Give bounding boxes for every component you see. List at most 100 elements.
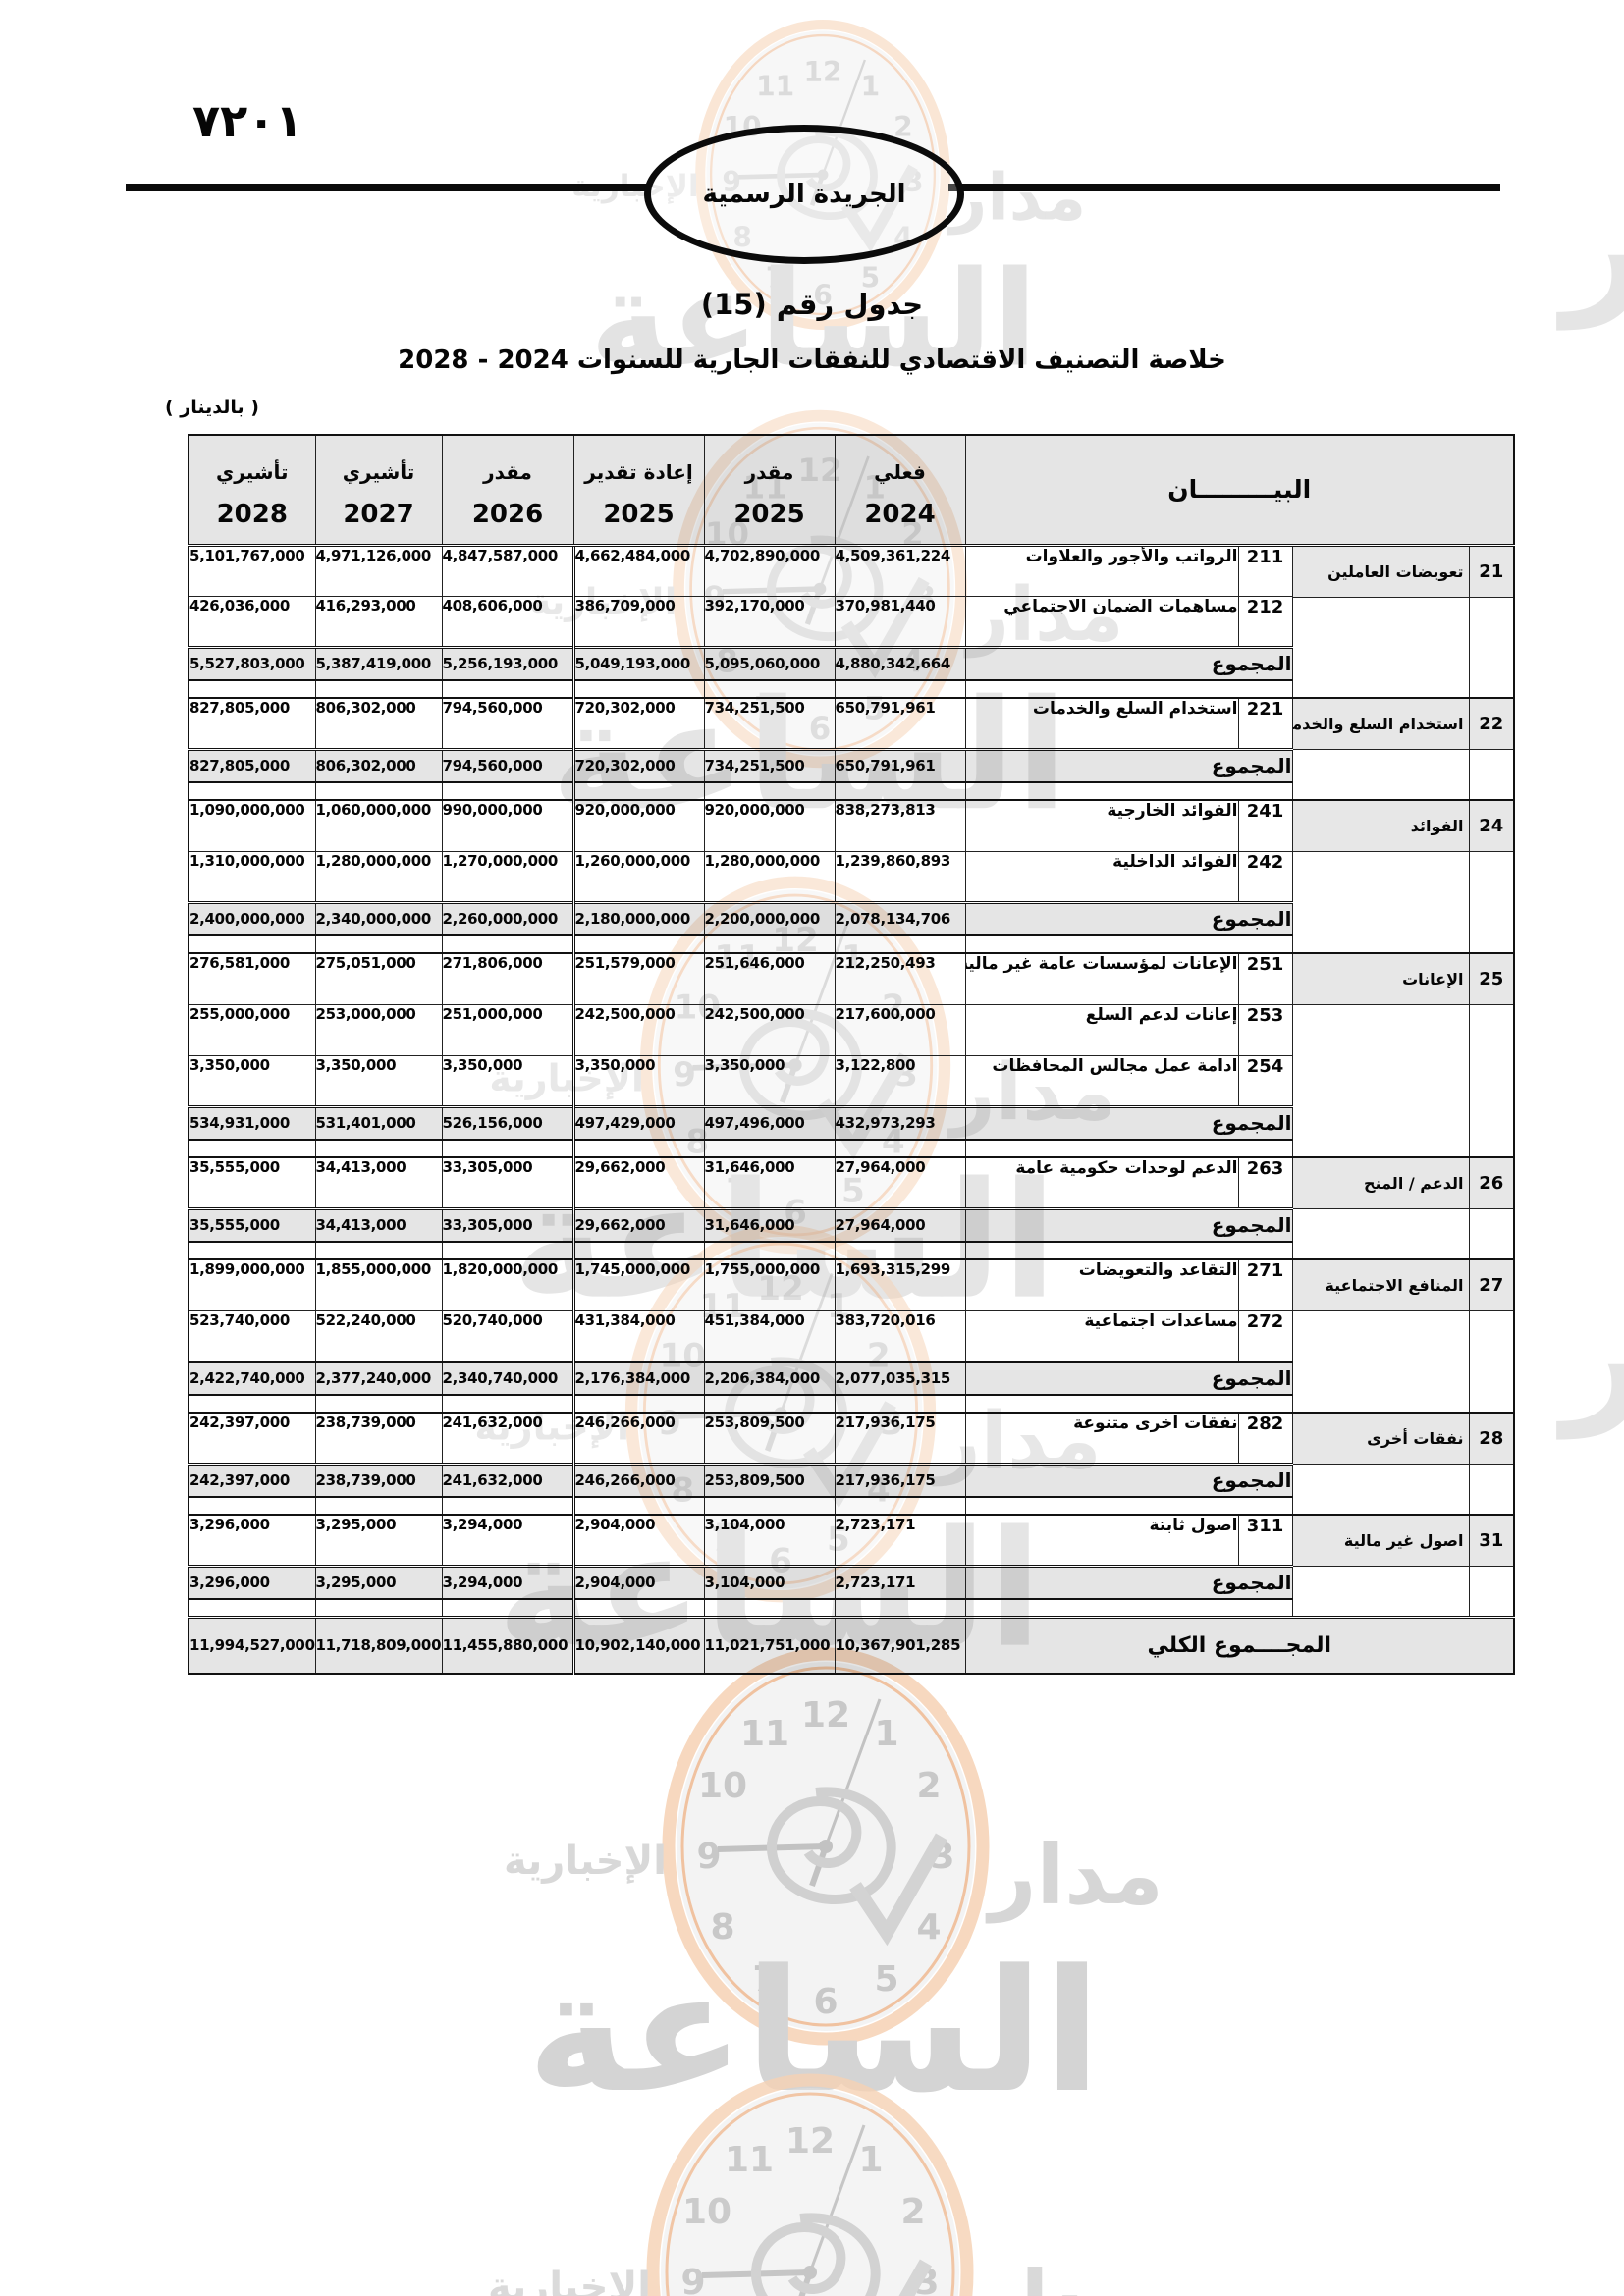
- spacer-cell: [572, 1241, 705, 1260]
- value-cell: 392,170,000: [703, 595, 836, 648]
- spacer-cell: [964, 1241, 1293, 1260]
- value-cell: 523,740,000: [188, 1309, 316, 1362]
- value-cell: 806,302,000: [314, 697, 443, 750]
- item-name-cell: اصول ثابتة: [964, 1514, 1239, 1567]
- spacer-cell: [572, 1496, 705, 1516]
- category-code: 27: [1470, 1261, 1513, 1311]
- spacer-cell: [314, 1598, 443, 1618]
- section-total-label: المجموع: [964, 1206, 1293, 1243]
- total-value-cell: 246,266,000: [572, 1462, 705, 1498]
- total-value-cell: 29,662,000: [572, 1206, 705, 1243]
- value-cell: 1,745,000,000: [572, 1258, 705, 1311]
- item-name-cell: ادامة عمل مجالس المحافظات: [964, 1054, 1239, 1107]
- item-name-cell: نفقات اخرى متنوعة: [964, 1412, 1239, 1465]
- spacer-cell: [834, 1139, 966, 1158]
- spacer-cell: [441, 1394, 575, 1414]
- spacer-cell: [441, 1496, 575, 1516]
- item-code-cell: 242: [1237, 850, 1293, 903]
- value-cell: 1,280,000,000: [703, 850, 836, 903]
- spacer-cell: [188, 679, 316, 699]
- total-value-cell: 31,646,000: [703, 1206, 836, 1243]
- total-value-cell: 827,805,000: [188, 747, 316, 783]
- spacer-cell: [572, 679, 705, 699]
- spacer-cell: [834, 934, 966, 954]
- value-cell: 426,036,000: [188, 595, 316, 648]
- total-value-cell: 794,560,000: [441, 747, 575, 783]
- column-header-estimated-2025: مقدر 2025: [703, 434, 836, 547]
- category-code-cell: 26: [1468, 1156, 1515, 1260]
- spacer-cell: [572, 1394, 705, 1414]
- spacer-cell: [314, 1496, 443, 1516]
- grand-total-value-cell: 11,718,809,000: [314, 1615, 443, 1675]
- spacer-cell: [314, 679, 443, 699]
- value-cell: 246,266,000: [572, 1412, 705, 1465]
- item-code-cell: 254: [1237, 1054, 1293, 1107]
- value-cell: 4,702,890,000: [703, 544, 836, 597]
- spacer-cell: [188, 934, 316, 954]
- spacer-cell: [964, 1139, 1293, 1158]
- gazette-seal: الجريدة الرسمية: [644, 125, 964, 264]
- total-value-cell: 3,296,000: [188, 1564, 316, 1600]
- page-number: ٧٢٠١: [192, 94, 303, 147]
- item-name-cell: الإعانات لمؤسسات عامة غير مالية: [964, 952, 1239, 1005]
- value-cell: 4,847,587,000: [441, 544, 575, 597]
- value-cell: 1,260,000,000: [572, 850, 705, 903]
- spacer-cell: [703, 781, 836, 801]
- column-header-estimated-2026: مقدر 2026: [441, 434, 574, 547]
- category-name-cell: تعويضات العاملين: [1291, 544, 1470, 699]
- column-header-indicative-2027: تأشيري 2027: [314, 434, 443, 547]
- value-cell: 3,350,000: [441, 1054, 575, 1107]
- budget-table: البيـــــــــان فعلي 2024 مقدر 2025 إعاد…: [188, 434, 1515, 1675]
- category-name: استخدام السلع والخدمات: [1293, 700, 1468, 750]
- category-code-cell: 27: [1468, 1258, 1515, 1414]
- value-cell: 33,305,000: [441, 1156, 575, 1209]
- grand-total-row: المجــــموع الكلي 10,367,901,285 11,021,75…: [188, 1615, 1515, 1675]
- item-name-cell: إعانات لدعم السلع: [964, 1003, 1239, 1056]
- value-cell: 242,500,000: [703, 1003, 836, 1056]
- spacer-cell: [572, 1139, 705, 1158]
- spacer-cell: [314, 781, 443, 801]
- total-value-cell: 497,496,000: [703, 1104, 836, 1141]
- category-code: 25: [1470, 955, 1513, 1005]
- column-header-reestimate-2025: إعادة تقدير 2025: [572, 434, 705, 547]
- budget-table-body: 21 تعويضات العاملين 211 الرواتب والأجور وال…: [188, 544, 1515, 1675]
- value-cell: 242,500,000: [572, 1003, 705, 1056]
- total-value-cell: 734,251,500: [703, 747, 836, 783]
- category-name-cell: الفوائد: [1291, 799, 1470, 954]
- category-name: اصول غير مالية: [1293, 1517, 1468, 1567]
- section-total-label: المجموع: [964, 1462, 1293, 1498]
- spacer-cell: [964, 934, 1293, 954]
- total-value-cell: 720,302,000: [572, 747, 705, 783]
- spacer-cell: [314, 1139, 443, 1158]
- spacer-cell: [964, 1598, 1293, 1618]
- total-value-cell: 806,302,000: [314, 747, 443, 783]
- total-value-cell: 3,294,000: [441, 1564, 575, 1600]
- value-cell: 1,090,000,000: [188, 799, 316, 852]
- category-name-cell: الإعانات: [1291, 952, 1470, 1158]
- value-cell: 1,060,000,000: [314, 799, 443, 852]
- total-value-cell: 2,180,000,000: [572, 900, 705, 936]
- value-cell: 1,270,000,000: [441, 850, 575, 903]
- currency-note: ( بالدينار ): [165, 397, 259, 418]
- value-cell: 217,600,000: [834, 1003, 966, 1056]
- value-cell: 920,000,000: [572, 799, 705, 852]
- value-cell: 3,350,000: [314, 1054, 443, 1107]
- value-cell: 1,899,000,000: [188, 1258, 316, 1311]
- category-name-cell: استخدام السلع والخدمات: [1291, 697, 1470, 801]
- value-cell: 251,646,000: [703, 952, 836, 1005]
- category-name: الدعم / المنح: [1293, 1159, 1468, 1209]
- value-cell: 31,646,000: [703, 1156, 836, 1209]
- total-value-cell: 33,305,000: [441, 1206, 575, 1243]
- table-row-item: 25 الإعانات 251 الإعانات لمؤسسات عامة غير م…: [188, 952, 1515, 1158]
- total-value-cell: 35,555,000: [188, 1206, 316, 1243]
- value-cell: 251,000,000: [441, 1003, 575, 1056]
- total-value-cell: 217,936,175: [834, 1462, 966, 1498]
- value-cell: 275,051,000: [314, 952, 443, 1005]
- total-value-cell: 3,104,000: [703, 1564, 836, 1600]
- value-cell: 720,302,000: [572, 697, 705, 750]
- item-code-cell: 212: [1237, 595, 1293, 648]
- category-name: الفوائد: [1293, 802, 1468, 852]
- value-cell: 3,104,000: [703, 1514, 836, 1567]
- value-cell: 386,709,000: [572, 595, 705, 648]
- value-cell: 4,662,484,000: [572, 544, 705, 597]
